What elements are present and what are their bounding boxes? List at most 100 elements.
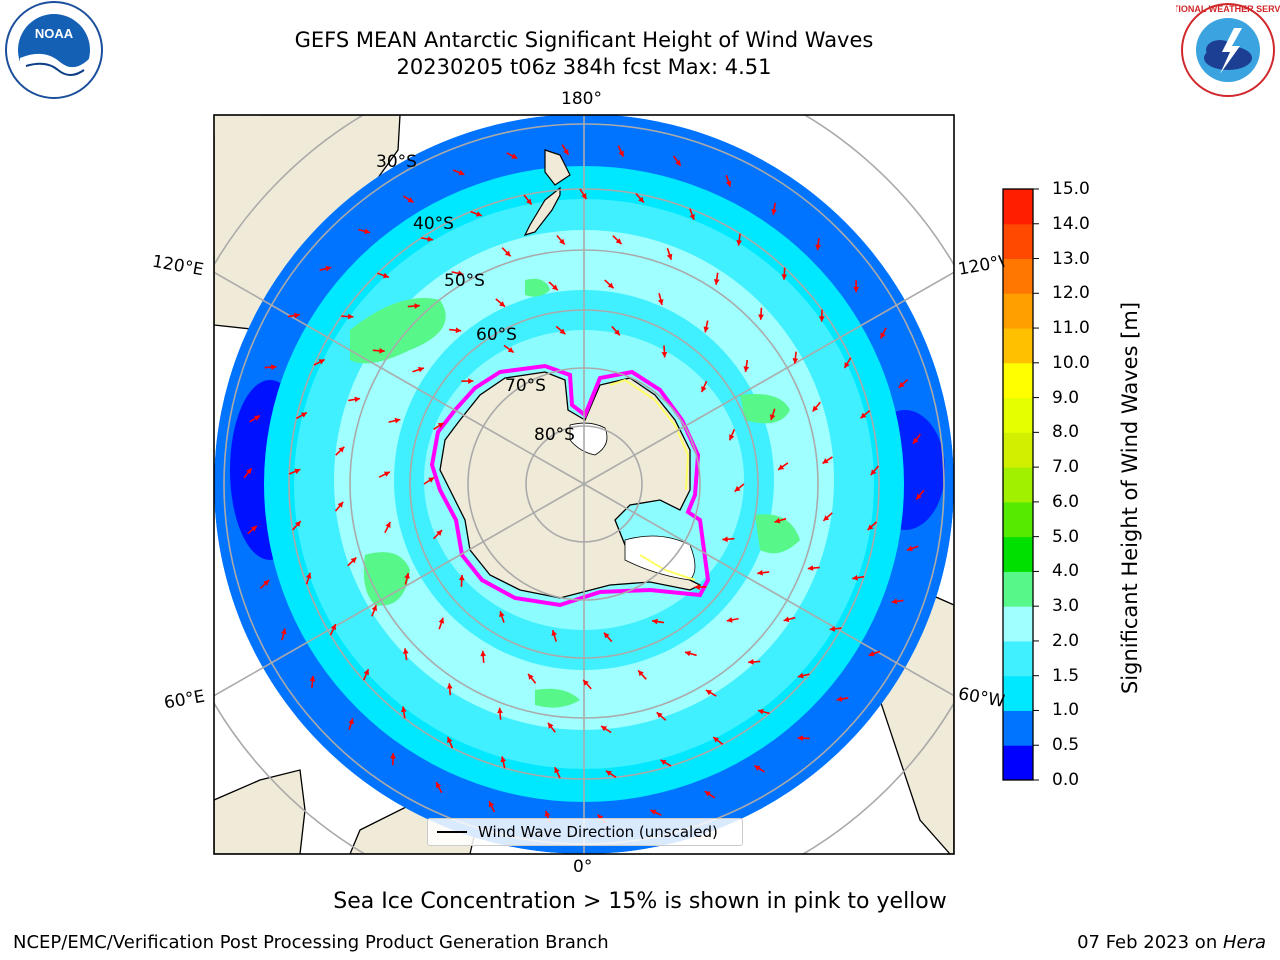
wave-vector-head xyxy=(559,328,566,335)
colorbar-swatch xyxy=(1003,640,1033,677)
colorbar-tick-label: 0.5 xyxy=(1052,735,1080,756)
wave-vector-head xyxy=(829,626,836,632)
wave-vector-head xyxy=(754,765,761,771)
wave-vector-head xyxy=(407,197,414,203)
colorbar-swatch xyxy=(1003,397,1033,433)
colorbar-swatch xyxy=(1003,536,1033,572)
colorbar-tick-label: 11.0 xyxy=(1052,318,1090,339)
wave-vector-head xyxy=(499,611,505,618)
footer-date-text: 07 Feb 2023 on xyxy=(1077,932,1223,953)
wave-vector-head xyxy=(638,196,644,203)
wave-vector-head xyxy=(771,209,777,215)
wave-vector-head xyxy=(783,616,790,623)
wave-vector-head xyxy=(418,366,424,373)
wave-vector-head xyxy=(390,753,396,759)
legend-label: Wind Wave Direction (unscaled) xyxy=(478,823,718,841)
wave-vector-head xyxy=(354,396,361,403)
wave-vector-head xyxy=(325,265,332,272)
wave-vector-head xyxy=(713,279,720,285)
wave-vector-head xyxy=(607,282,614,289)
footer-organization: NCEP/EMC/Verification Post Processing Pr… xyxy=(13,932,609,953)
wave-vector-head xyxy=(497,707,503,714)
colorbar-tick-label: 8.0 xyxy=(1052,422,1080,443)
wave-vector-head xyxy=(583,679,589,686)
wave-vector-head xyxy=(468,378,474,384)
wave-vector-head xyxy=(748,659,754,665)
wave-vector-head xyxy=(371,605,377,612)
wave-vector-head xyxy=(271,364,277,370)
colorbar-swatch xyxy=(1003,258,1033,294)
wave-vector-head xyxy=(246,468,252,475)
wave-vector-head xyxy=(704,791,711,797)
footer-date: 07 Feb 2023 on Hera xyxy=(1077,932,1266,953)
wave-vector-head xyxy=(860,412,867,419)
wave-vector-head xyxy=(685,650,691,657)
wave-vector-head xyxy=(250,525,257,532)
wave-vector-head xyxy=(823,515,830,521)
wave-vector-head xyxy=(618,150,624,157)
wave-vector-head xyxy=(379,347,385,354)
wave-vector-head xyxy=(427,236,433,242)
wave-vector-head xyxy=(807,565,814,571)
wind-wave-vectors xyxy=(243,144,925,824)
new-zealand-land xyxy=(523,149,571,236)
wave-vector-head xyxy=(757,569,763,576)
wave-vector-head xyxy=(781,274,788,280)
wave-vector-head xyxy=(499,301,505,307)
wave-vector-head xyxy=(725,180,732,187)
wave-vector-head xyxy=(880,332,886,339)
colorbar-tick-label: 4.0 xyxy=(1052,561,1080,582)
wave-vector-head xyxy=(769,414,776,421)
lon-label-0: 0° xyxy=(573,857,593,877)
colorbar-tick-label: 15.0 xyxy=(1052,179,1090,199)
colorbar-title: Significant Height of Wind Waves [m] xyxy=(1118,301,1142,695)
wave-vector-head xyxy=(661,352,668,358)
wave-vector-head xyxy=(476,211,482,217)
wave-vector-head xyxy=(458,169,465,176)
wave-vector-head xyxy=(703,326,710,333)
colorbar-swatch xyxy=(1003,293,1033,329)
colorbar-tick-label: 1.0 xyxy=(1052,700,1080,721)
legend-line-sample xyxy=(437,831,467,833)
wave-vector-head xyxy=(689,214,695,220)
colorbar-frame xyxy=(1002,188,1034,781)
colorbar-tick-label: 5.0 xyxy=(1052,526,1080,547)
wave-vector-head xyxy=(295,521,301,527)
wave-vector-head xyxy=(758,314,764,320)
wave-vector-head xyxy=(868,651,875,657)
wave-vector-head xyxy=(446,683,453,689)
lat-label-50s: 50°S xyxy=(444,271,485,291)
wave-vector-head xyxy=(488,801,495,808)
wave-vector-head xyxy=(615,238,622,244)
wave-vector-head xyxy=(660,760,667,766)
wave-vector-head xyxy=(548,722,554,729)
colorbar-swatch xyxy=(1003,467,1033,503)
wave-vector-head xyxy=(383,272,389,279)
wave-vector-head xyxy=(822,458,829,464)
colorbar-tick-label: 7.0 xyxy=(1052,457,1080,478)
wave-vector-head xyxy=(701,386,707,393)
wave-vector-head xyxy=(726,617,733,623)
wave-vector-head xyxy=(318,359,325,365)
wave-vector-head xyxy=(913,437,919,444)
wave-vector-head xyxy=(705,690,712,696)
wave-vector-head xyxy=(552,284,558,291)
noaa-logo: NOAA xyxy=(5,1,103,99)
wave-vector-head xyxy=(916,493,922,500)
wave-vector-head xyxy=(797,672,804,679)
wave-vector-head xyxy=(364,228,371,235)
colorbar-tick-label: 0.0 xyxy=(1052,770,1080,790)
wave-vector-head xyxy=(294,468,301,475)
colorbar-tick-label: 2.0 xyxy=(1052,630,1080,651)
wave-vector-head xyxy=(455,327,462,334)
wave-vector-head xyxy=(554,767,560,774)
lat-label-70s: 70°S xyxy=(505,376,546,396)
wave-vector-head xyxy=(792,358,799,364)
wave-vector-head xyxy=(650,809,657,815)
wave-vector-head xyxy=(551,630,557,636)
wave-vector-head xyxy=(852,574,858,581)
wave-vector-head xyxy=(438,617,445,624)
colorbar-swatch xyxy=(1003,745,1033,781)
wave-vector-head xyxy=(656,712,663,718)
